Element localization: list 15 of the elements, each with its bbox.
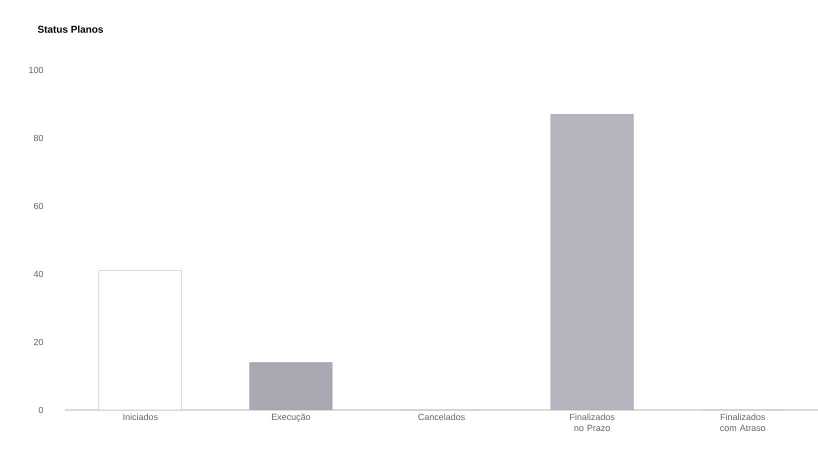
y-tick-label: 60 <box>34 202 44 210</box>
y-tick-label: 100 <box>29 66 44 74</box>
bar <box>249 362 333 410</box>
y-tick-label: 80 <box>34 134 44 142</box>
chart-title: Status Planos <box>38 26 103 33</box>
bar <box>98 270 182 410</box>
x-tick-label: Finalizados no Prazo <box>570 414 614 432</box>
x-tick-label: Iniciados <box>123 414 158 420</box>
y-tick-label: 40 <box>34 270 44 278</box>
y-tick-label: 0 <box>38 406 44 414</box>
bar <box>550 114 634 410</box>
x-tick-label: Cancelados <box>418 414 465 420</box>
x-tick-label: Finalizados com Atraso <box>720 414 766 432</box>
y-tick-label: 20 <box>34 338 44 346</box>
x-tick-label: Execução <box>272 414 310 422</box>
